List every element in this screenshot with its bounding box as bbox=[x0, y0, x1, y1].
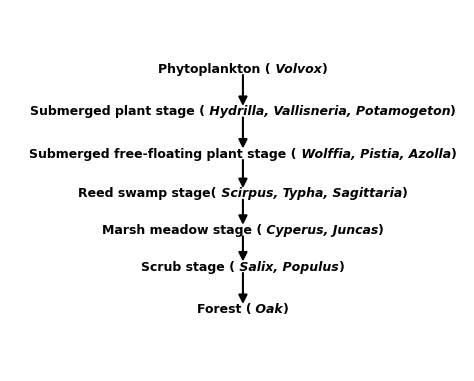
Text: ): ) bbox=[402, 187, 408, 200]
Text: Forest (: Forest ( bbox=[197, 303, 251, 316]
Text: Phytoplankton (: Phytoplankton ( bbox=[158, 63, 271, 76]
Text: ): ) bbox=[450, 105, 456, 118]
Text: Wolffia, Pistia, Azolla: Wolffia, Pistia, Azolla bbox=[297, 148, 451, 161]
Text: Hydrilla, Vallisneria, Potamogeton: Hydrilla, Vallisneria, Potamogeton bbox=[205, 105, 450, 118]
Text: Reed swamp stage(: Reed swamp stage( bbox=[78, 187, 217, 200]
Text: Oak: Oak bbox=[251, 303, 283, 316]
Text: ): ) bbox=[339, 261, 345, 274]
Text: Salix, Populus: Salix, Populus bbox=[235, 261, 339, 274]
Text: Marsh meadow stage (: Marsh meadow stage ( bbox=[102, 224, 262, 237]
Text: Scirpus, Typha, Sagittaria: Scirpus, Typha, Sagittaria bbox=[217, 187, 402, 200]
Text: Submerged plant stage (: Submerged plant stage ( bbox=[30, 105, 205, 118]
Text: ): ) bbox=[451, 148, 456, 161]
Text: ): ) bbox=[322, 63, 328, 76]
Text: ): ) bbox=[378, 224, 384, 237]
Text: ): ) bbox=[283, 303, 289, 316]
Text: Volvox: Volvox bbox=[271, 63, 322, 76]
Text: Cyperus, Juncas: Cyperus, Juncas bbox=[262, 224, 378, 237]
Text: Submerged free-floating plant stage (: Submerged free-floating plant stage ( bbox=[29, 148, 297, 161]
Text: Scrub stage (: Scrub stage ( bbox=[141, 261, 235, 274]
